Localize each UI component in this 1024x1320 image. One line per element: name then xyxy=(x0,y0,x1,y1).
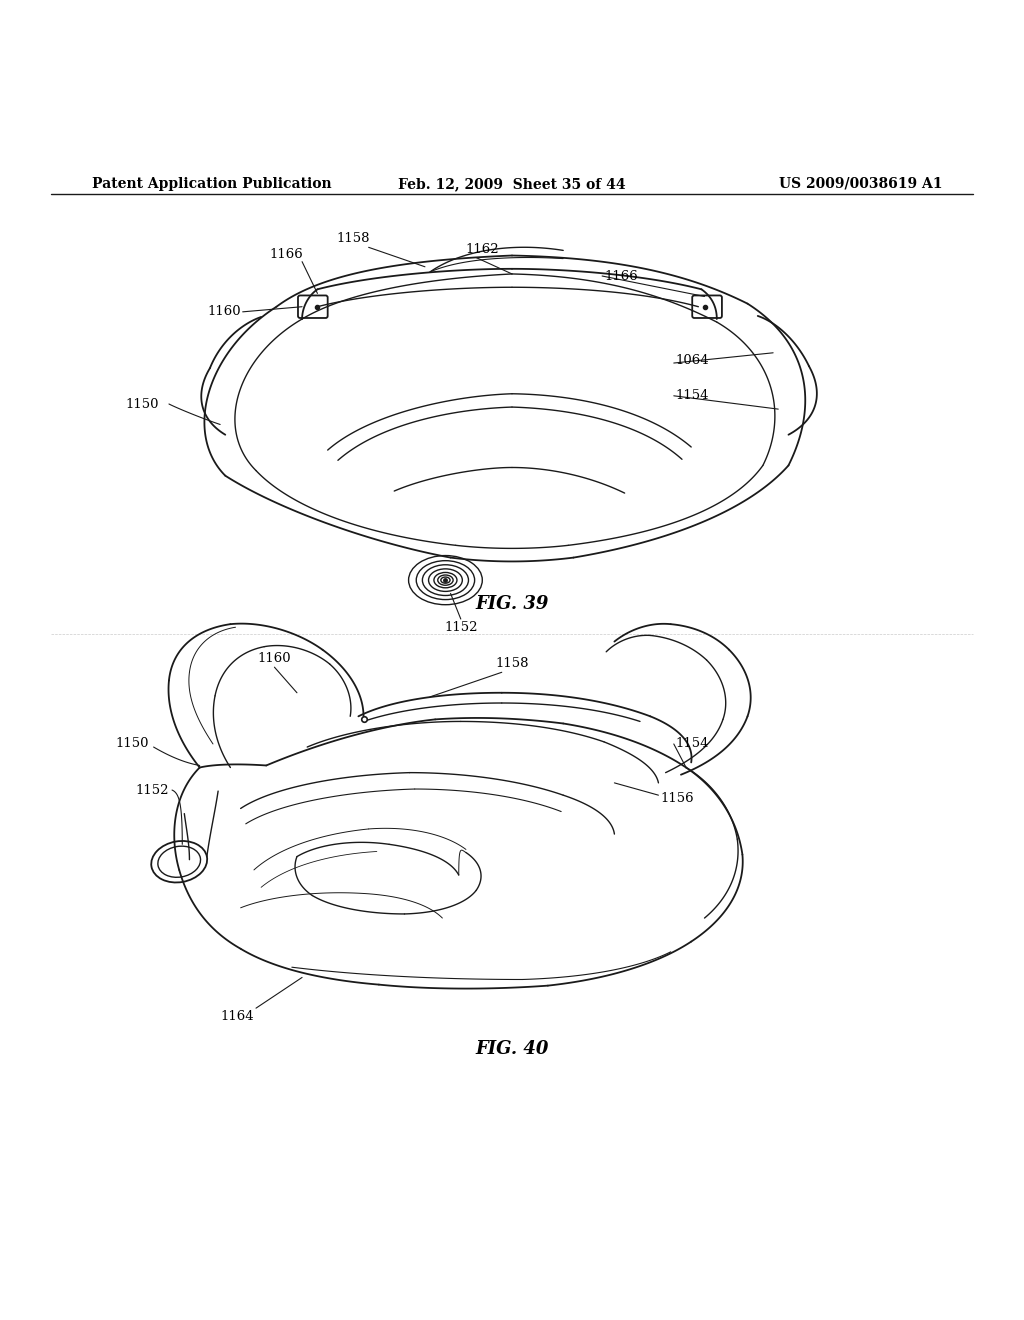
Text: 1164: 1164 xyxy=(221,1010,254,1023)
Text: 1160: 1160 xyxy=(258,652,291,665)
FancyBboxPatch shape xyxy=(298,296,328,318)
Text: 1150: 1150 xyxy=(115,738,148,751)
Text: 1152: 1152 xyxy=(135,784,169,796)
Text: 1152: 1152 xyxy=(444,622,477,634)
Text: 1156: 1156 xyxy=(660,792,694,805)
Text: FIG. 40: FIG. 40 xyxy=(475,1040,549,1059)
Text: 1162: 1162 xyxy=(466,243,500,256)
Text: FIG. 39: FIG. 39 xyxy=(475,595,549,612)
Text: Patent Application Publication: Patent Application Publication xyxy=(92,177,332,191)
Text: 1166: 1166 xyxy=(270,248,303,260)
Text: Feb. 12, 2009  Sheet 35 of 44: Feb. 12, 2009 Sheet 35 of 44 xyxy=(398,177,626,191)
Text: 1160: 1160 xyxy=(207,305,241,318)
Text: 1154: 1154 xyxy=(676,738,710,751)
Text: 1150: 1150 xyxy=(125,397,159,411)
Text: 1158: 1158 xyxy=(337,232,370,246)
FancyBboxPatch shape xyxy=(692,296,722,318)
Text: 1158: 1158 xyxy=(496,657,528,671)
Text: US 2009/0038619 A1: US 2009/0038619 A1 xyxy=(778,177,942,191)
Text: 1166: 1166 xyxy=(604,269,638,282)
Text: 1064: 1064 xyxy=(676,355,710,367)
Text: 1154: 1154 xyxy=(676,389,710,403)
